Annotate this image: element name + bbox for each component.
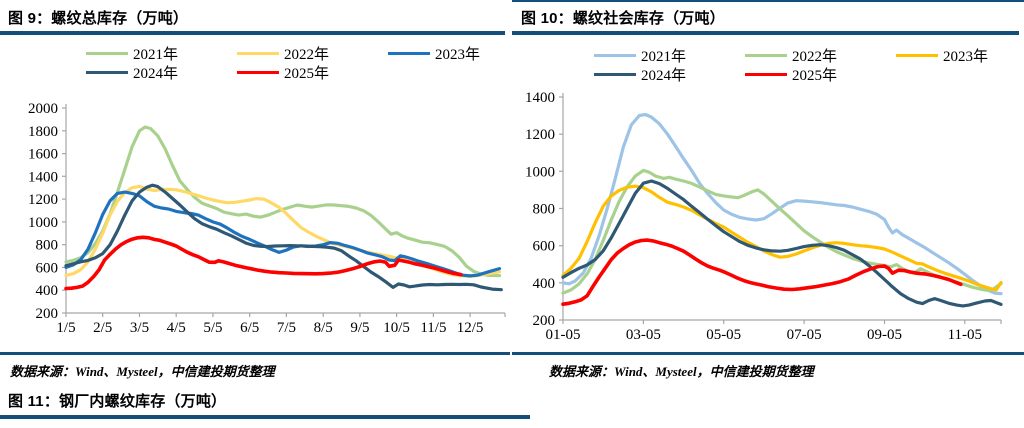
legend-item-2025: 2025年 bbox=[745, 64, 837, 85]
y-tick-label: 400 bbox=[533, 276, 556, 292]
y-tick-label: 800 bbox=[533, 202, 556, 218]
fig10-legend: 2021年 2022年 2023年 2024年 2025年 bbox=[594, 46, 988, 84]
legend-line-marker bbox=[594, 54, 636, 57]
legend-label: 2021年 bbox=[133, 47, 179, 63]
x-tick-label: 8/5 bbox=[314, 320, 333, 336]
x-tick-label: 9/5 bbox=[350, 320, 369, 336]
x-tick-label: 4/5 bbox=[167, 320, 186, 336]
legend-label: 2023年 bbox=[943, 49, 989, 65]
legend-item-2023: 2023年 bbox=[388, 43, 480, 64]
legend-line-marker bbox=[388, 52, 430, 55]
legend-row: 2024年 2025年 bbox=[86, 63, 480, 82]
x-tick-label: 6/5 bbox=[240, 320, 259, 336]
legend-line-marker bbox=[237, 52, 279, 55]
x-tick-label: 11/5 bbox=[420, 320, 446, 336]
legend-label: 2021年 bbox=[641, 49, 687, 65]
x-tick-label: 09-05 bbox=[867, 327, 902, 343]
legend-row: 2024年 2025年 bbox=[594, 65, 988, 84]
y-tick-label: 1400 bbox=[28, 169, 58, 185]
legend-row: 2021年 2022年 2023年 bbox=[594, 46, 988, 65]
legend-label: 2022年 bbox=[792, 49, 838, 65]
y-tick-label: 200 bbox=[533, 313, 556, 329]
fig9-title: 图 9：螺纹总库存（万吨） bbox=[8, 10, 189, 27]
series-2023 bbox=[561, 184, 1003, 292]
legend-line-marker bbox=[86, 71, 128, 74]
legend-item-2021: 2021年 bbox=[594, 45, 745, 66]
fig9-title-rule bbox=[0, 31, 505, 35]
legend-line-marker bbox=[896, 54, 938, 57]
legend-item-2024: 2024年 bbox=[86, 62, 237, 83]
y-tick-label: 1400 bbox=[525, 90, 555, 106]
fig10-source-rule bbox=[512, 352, 1024, 355]
legend-row: 2021年 2022年 2023年 bbox=[86, 44, 480, 63]
fig9-source-rule bbox=[0, 352, 510, 355]
y-tick-label: 1000 bbox=[525, 164, 555, 180]
y-tick-label: 600 bbox=[36, 260, 59, 276]
fig10-line-chart: 200 400 600 800 1000 1200 1400 01-05 03-05 05-05 0… bbox=[525, 90, 1003, 343]
y-tick-label: 1600 bbox=[28, 147, 58, 163]
y-tick-label: 1200 bbox=[525, 127, 555, 143]
y-tick-label: 800 bbox=[36, 238, 59, 254]
y-tick-label: 1200 bbox=[28, 192, 58, 208]
legend-label: 2024年 bbox=[641, 68, 687, 84]
series-2025 bbox=[64, 235, 463, 291]
x-tick-label: 07-05 bbox=[787, 327, 822, 343]
x-tick-label: 03-05 bbox=[626, 327, 661, 343]
legend-label: 2023年 bbox=[435, 47, 481, 63]
fig11-title-rule bbox=[0, 415, 530, 419]
legend-label: 2024年 bbox=[133, 66, 179, 82]
top-divider-rule bbox=[512, 0, 1024, 2]
series-2025 bbox=[561, 238, 963, 306]
x-tick-label: 01-05 bbox=[546, 327, 581, 343]
legend-line-marker bbox=[86, 52, 128, 55]
x-tick-label: 1/5 bbox=[56, 320, 75, 336]
x-tick-label: 12/5 bbox=[457, 320, 484, 336]
legend-item-2024: 2024年 bbox=[594, 64, 745, 85]
legend-line-marker bbox=[594, 73, 636, 76]
y-tick-label: 200 bbox=[36, 306, 59, 322]
x-tick-label: 2/5 bbox=[93, 320, 112, 336]
legend-item-2021: 2021年 bbox=[86, 43, 237, 64]
x-tick-label: 3/5 bbox=[130, 320, 149, 336]
y-tick-label: 2000 bbox=[28, 101, 58, 117]
fig9-line-chart: 200 400 600 800 1000 1200 1400 1600 1800 2000 1/5 2… bbox=[28, 101, 506, 336]
legend-item-2025: 2025年 bbox=[237, 62, 329, 83]
y-tick-label: 600 bbox=[533, 239, 556, 255]
x-tick-label: 7/5 bbox=[277, 320, 296, 336]
legend-item-2022: 2022年 bbox=[237, 43, 388, 64]
fig10-title: 图 10：螺纹社会库存（万吨） bbox=[521, 10, 725, 27]
x-tick-label: 5/5 bbox=[203, 320, 222, 336]
y-tick-label: 400 bbox=[36, 283, 59, 299]
legend-line-marker bbox=[745, 54, 787, 57]
x-tick-label: 10/5 bbox=[383, 320, 410, 336]
legend-line-marker bbox=[237, 71, 279, 74]
legend-item-2023: 2023年 bbox=[896, 45, 988, 66]
x-tick-label: 11-05 bbox=[948, 327, 982, 343]
fig10-source-note: 数据来源：Wind、Mysteel，中信建投期货整理 bbox=[549, 364, 814, 379]
legend-label: 2022年 bbox=[284, 47, 330, 63]
legend-item-2022: 2022年 bbox=[745, 45, 896, 66]
legend-line-marker bbox=[745, 73, 787, 76]
y-tick-label: 1000 bbox=[28, 215, 58, 231]
fig11-title: 图 11：钢厂内螺纹库存（万吨） bbox=[8, 393, 227, 410]
y-tick-label: 1800 bbox=[28, 124, 58, 140]
series-2022 bbox=[561, 168, 1003, 295]
legend-label: 2025年 bbox=[284, 66, 330, 82]
series-2021 bbox=[561, 112, 1003, 296]
series-2024 bbox=[64, 183, 503, 292]
series-2024 bbox=[561, 179, 1003, 308]
legend-label: 2025年 bbox=[792, 68, 838, 84]
fig10-title-rule bbox=[512, 31, 1019, 35]
fig9-source-note: 数据来源：Wind、Mysteel，中信建投期货整理 bbox=[10, 364, 275, 379]
x-tick-label: 05-05 bbox=[706, 327, 741, 343]
fig9-legend: 2021年 2022年 2023年 2024年 2025年 bbox=[86, 44, 480, 82]
